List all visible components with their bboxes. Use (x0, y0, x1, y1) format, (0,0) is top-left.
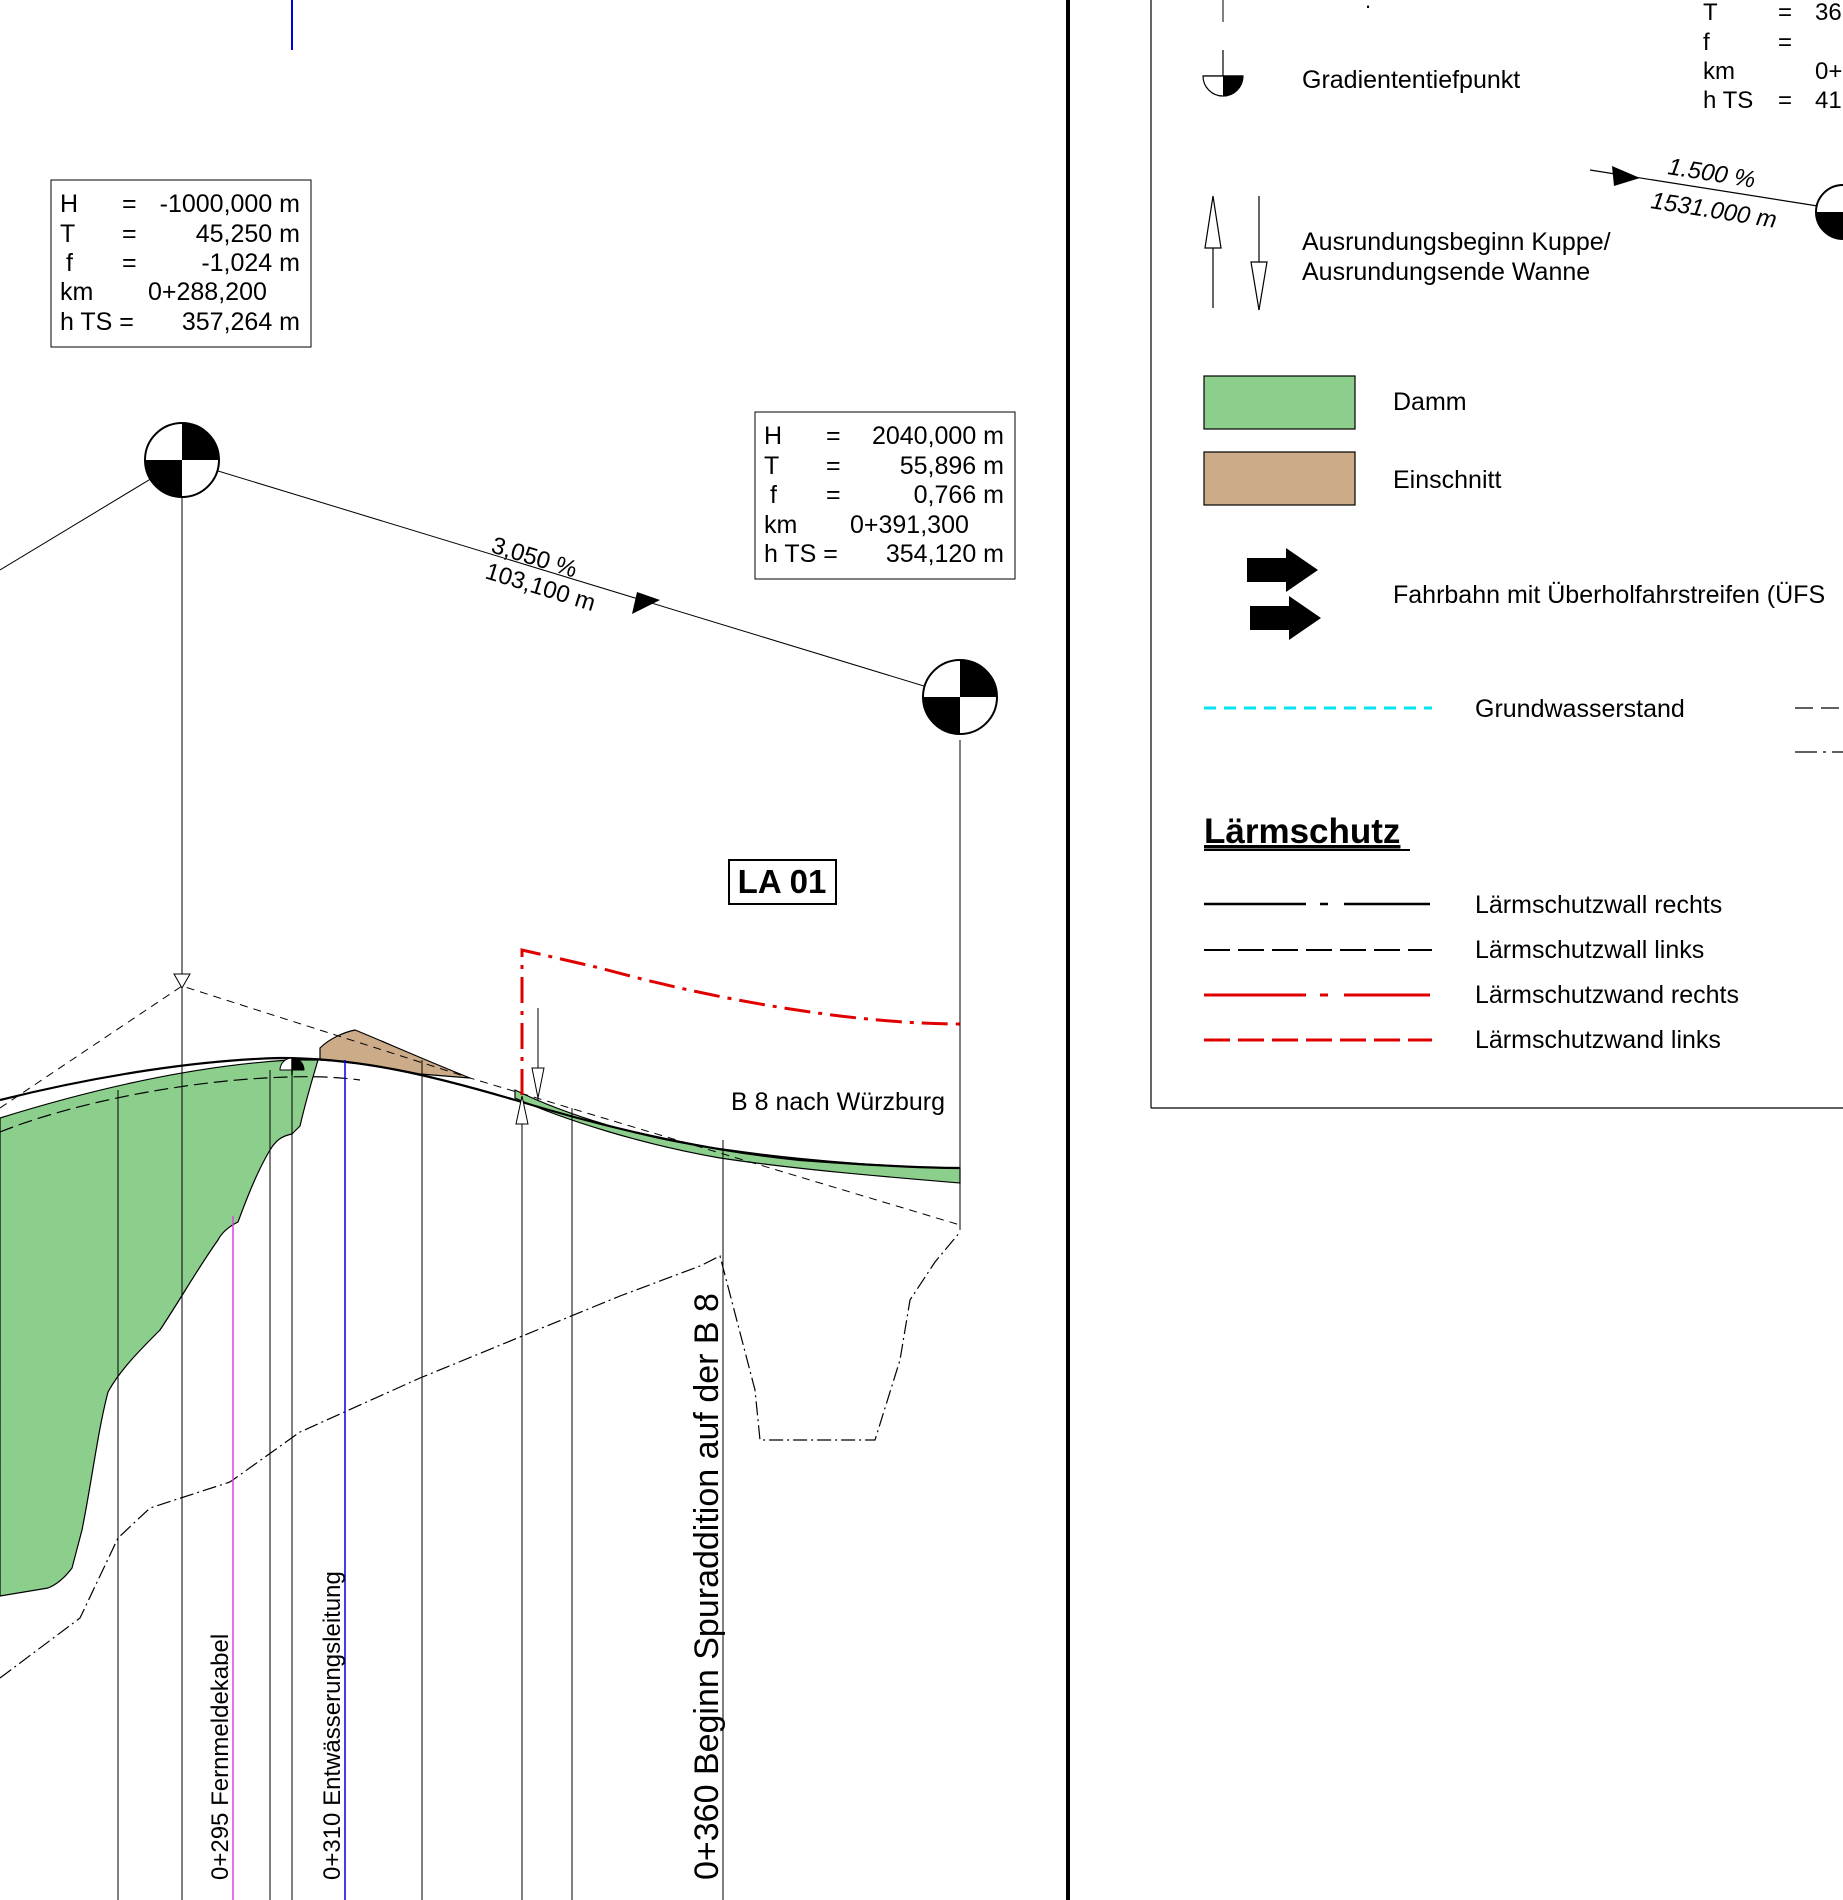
legend-example-len: 1531.000 m (1649, 187, 1778, 233)
legend-ausrundung-icon (1204, 195, 1268, 311)
legend-laermschutz-heading: Lärmschutz (1204, 812, 1400, 851)
curve-parameter-box-2: H = 2040,000 m T = 55,896 m f = 0,766 m … (754, 411, 1016, 580)
legend-pvi-icon-partial (1815, 184, 1843, 240)
svg-text:0,766 m: 0,766 m (914, 481, 1004, 509)
svg-text:f: f (66, 249, 73, 277)
svg-text:=: = (826, 452, 841, 480)
svg-text:=: = (122, 220, 137, 248)
svg-text:0+288,200: 0+288,200 (148, 278, 267, 306)
svg-text:357,264 m: 357,264 m (182, 308, 300, 336)
legend-lsw-links-label: Lärmschutzwall links (1475, 936, 1704, 964)
section-label-box (728, 859, 837, 905)
svg-text:km: km (764, 511, 797, 539)
pvi-symbol-1 (144, 422, 220, 498)
gradient-lowpoint-icon (279, 1057, 305, 1075)
svg-text:km: km (60, 278, 93, 306)
gradient-direction-arrow (632, 592, 660, 614)
svg-text:=: = (122, 249, 137, 277)
svg-text:=: = (122, 190, 137, 218)
svg-text:41: 41 (1815, 87, 1842, 114)
legend-ausrundung-line2: Ausrundungsende Wanne (1302, 258, 1590, 286)
gradient-line (181, 459, 961, 698)
gradient-curve (0, 1056, 961, 1170)
laermschutzwand-rechts-line (520, 948, 961, 1095)
svg-text:=: = (1778, 29, 1792, 56)
svg-text:0+: 0+ (1815, 58, 1842, 85)
svg-text:354,120 m: 354,120 m (886, 540, 1004, 568)
lower-dashdot-line (0, 1231, 961, 1679)
svg-text:T: T (60, 220, 75, 248)
legend-damm-swatch (1203, 375, 1356, 430)
svg-text:=: = (1778, 0, 1792, 26)
legend-einschnitt-label: Einschnitt (1393, 466, 1501, 494)
svg-text:h TS =: h TS = (764, 540, 838, 568)
terrain-line-dashed (0, 1076, 361, 1133)
svg-text:H: H (764, 422, 782, 450)
legend-einschnitt-swatch (1203, 451, 1356, 506)
svg-text:45,250 m: 45,250 m (196, 220, 300, 248)
svg-text:-1,024 m: -1,024 m (201, 249, 300, 277)
station-label-fernmeldekabel: 0+295 Fernmeldekabel (207, 1634, 234, 1880)
svg-text:h TS: h TS (1703, 87, 1753, 114)
svg-text:-1000,000 m: -1000,000 m (160, 190, 300, 218)
road-label: B 8 nach Würzburg (731, 1088, 945, 1116)
pvi-symbol-2 (922, 659, 998, 735)
svg-text:=: = (826, 422, 841, 450)
legend-example-box: T = 36 f = km 0+ h TS = 41 (1703, 0, 1842, 114)
svg-text:=: = (826, 481, 841, 509)
legend-lswand-rechts-label: Lärmschutzwand rechts (1475, 981, 1739, 1009)
legend-tiefpunkt-label: Gradiententiefpunkt (1302, 66, 1520, 94)
legend-damm-label: Damm (1393, 388, 1467, 416)
legend-lswand-links-label: Lärmschutzwand links (1475, 1026, 1721, 1054)
curve-parameter-box-1: H = -1000,000 m T = 45,250 m f = -1,024 … (50, 179, 312, 348)
legend-lsw-rechts-label: Lärmschutzwall rechts (1475, 891, 1722, 919)
legend-ausrundung-line1: Ausrundungsbeginn Kuppe/ (1302, 228, 1611, 256)
legend-tiefpunkt-icon (1202, 50, 1244, 97)
station-label-spuraddition: 0+360 Beginn Spuraddition auf der B 8 (688, 1293, 726, 1880)
svg-text:h TS =: h TS = (60, 308, 134, 336)
longitudinal-profile: H = -1000,000 m T = 45,250 m f = -1,024 … (0, 0, 1016, 1900)
legend-grundwasser-label: Grundwasserstand (1475, 695, 1685, 723)
svg-text:=: = (1778, 87, 1792, 114)
section-label: LA 01 (738, 863, 827, 900)
legend-panel: . T = 36 f = km 0+ h TS = 41 Gradientent… (1150, 0, 1843, 1109)
svg-text:T: T (1703, 0, 1718, 26)
svg-text:55,896 m: 55,896 m (900, 452, 1004, 480)
svg-text:0+391,300: 0+391,300 (850, 511, 969, 539)
legend-uefs-label: Fahrbahn mit Überholfahrstreifen (ÜFS (1393, 581, 1825, 609)
svg-text:f: f (770, 481, 777, 509)
svg-text:f: f (1703, 29, 1710, 56)
legend-partial-label: . (1365, 0, 1371, 13)
station-label-entwaesserung: 0+310 Entwässerungsleitung (319, 1571, 346, 1880)
curve-end-arrow (515, 1095, 529, 1125)
svg-text:T: T (764, 452, 779, 480)
svg-text:km: km (1703, 58, 1735, 85)
tangent-dashed (0, 985, 961, 1226)
curve-marker (173, 973, 191, 990)
legend-gradient-arrow (1612, 166, 1640, 186)
curve-start-arrow (531, 1067, 545, 1099)
legend-uefs-arrows-icon (1247, 548, 1321, 640)
svg-text:36: 36 (1815, 0, 1842, 26)
legend-example-pct: 1.500 % (1666, 153, 1757, 193)
svg-text:H: H (60, 190, 78, 218)
svg-text:2040,000 m: 2040,000 m (872, 422, 1004, 450)
